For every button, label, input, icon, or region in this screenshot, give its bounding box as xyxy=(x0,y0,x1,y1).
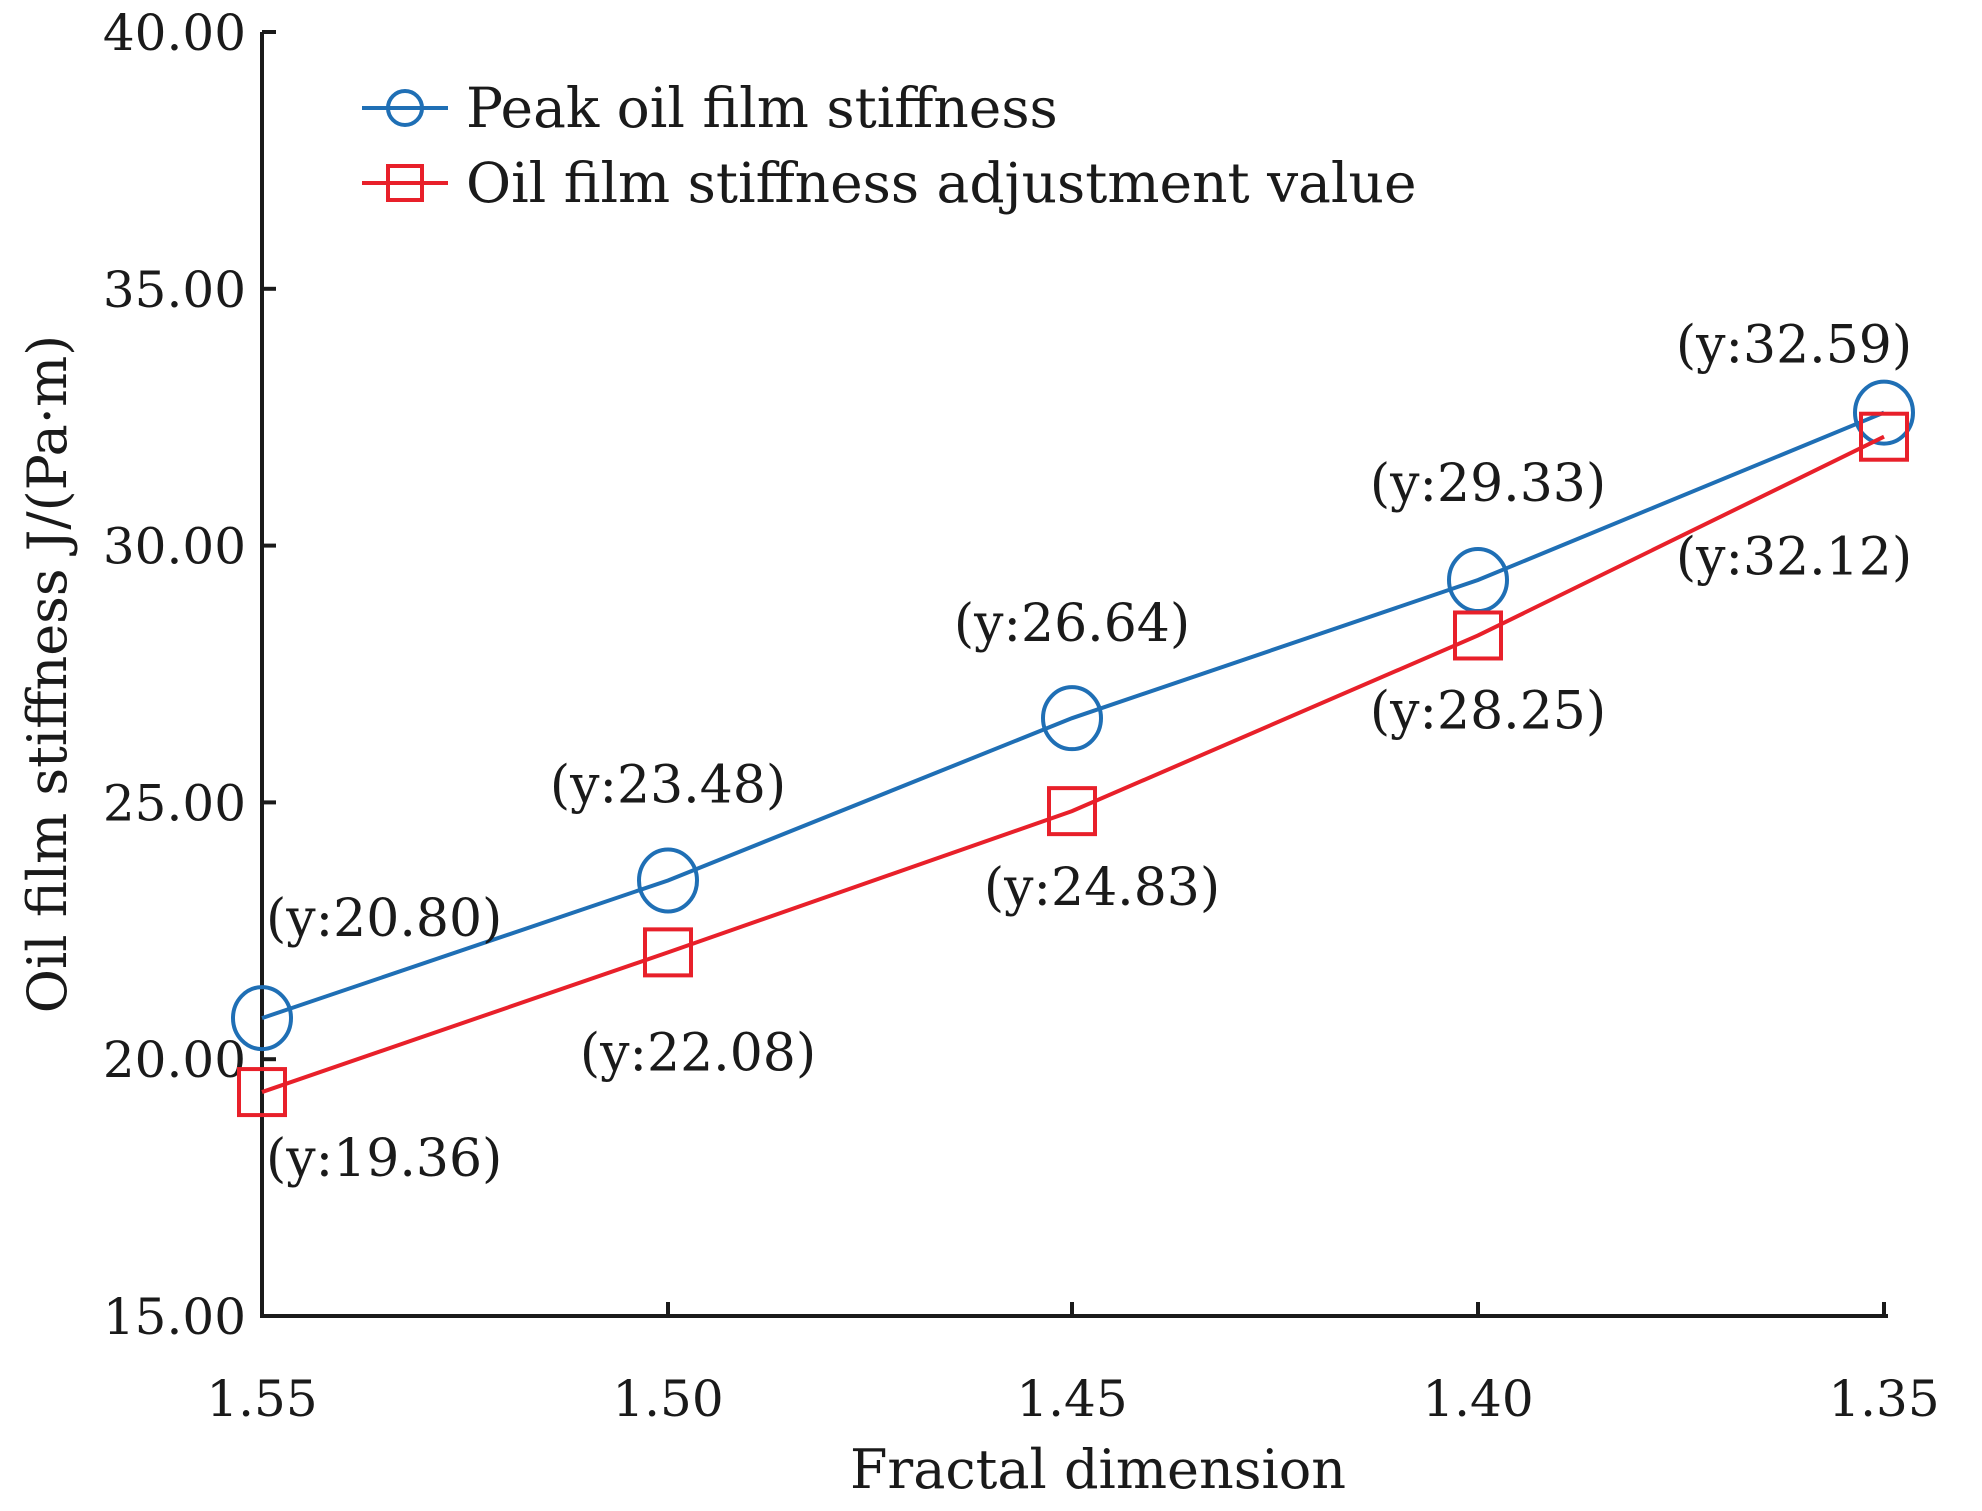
data-point-square xyxy=(1453,610,1503,661)
data-label: (y:32.12) xyxy=(1676,528,1912,588)
data-label: (y:19.36) xyxy=(266,1129,502,1189)
data-point-circle xyxy=(637,847,699,914)
axes xyxy=(260,32,1888,1318)
data-point-square xyxy=(1047,786,1097,837)
series-layer xyxy=(231,379,1915,1118)
y-tick-label: 20.00 xyxy=(103,1031,246,1089)
legend-label-adjustment: Oil film stiffness adjustment value xyxy=(466,151,1417,215)
data-label: (y:26.64) xyxy=(954,594,1190,654)
legend: Peak oil film stiffness Oil film stiffne… xyxy=(362,76,1417,215)
data-point-square xyxy=(237,1067,287,1118)
legend-label-peak: Peak oil film stiffness xyxy=(466,76,1058,140)
data-point-square xyxy=(1859,411,1909,462)
legend-marker-square-icon xyxy=(386,164,424,202)
series-line-adjustment xyxy=(261,434,1885,1094)
data-label: (y:20.80) xyxy=(266,889,502,949)
data-label: (y:28.25) xyxy=(1370,681,1606,741)
x-tick-label: 1.40 xyxy=(1422,1370,1533,1428)
data-point-circle xyxy=(231,985,293,1052)
y-ticks: 15.00 20.00 25.00 30.00 35.00 40.00 xyxy=(103,4,276,1346)
y-tick-label: 15.00 xyxy=(103,1288,246,1346)
x-tick-label: 1.35 xyxy=(1828,1370,1939,1428)
data-label: (y:23.48) xyxy=(550,755,786,815)
y-axis-title: Oil film stiffness J/(Pa·m) xyxy=(16,335,79,1013)
data-label: (y:24.83) xyxy=(984,858,1220,918)
data-labels: (y:20.80) (y:23.48) (y:26.64) (y:29.33) (y:3… xyxy=(266,316,1912,1189)
legend-marker-circle-icon xyxy=(386,89,424,127)
data-point-circle xyxy=(1853,379,1915,446)
y-tick-label: 40.00 xyxy=(103,4,246,62)
x-tick-label: 1.55 xyxy=(206,1370,317,1428)
y-tick-label: 25.00 xyxy=(103,774,246,832)
data-point-circle xyxy=(1041,685,1103,752)
data-point-square xyxy=(643,927,693,978)
data-label: (y:22.08) xyxy=(580,1023,816,1083)
y-tick-label: 30.00 xyxy=(103,518,246,576)
series-line-peak xyxy=(261,410,1885,1021)
x-ticks: 1.55 1.50 1.45 1.40 1.35 xyxy=(206,1302,1940,1428)
y-tick-label: 35.00 xyxy=(103,261,246,319)
data-label: (y:32.59) xyxy=(1676,316,1912,376)
data-label: (y:29.33) xyxy=(1370,454,1606,514)
x-tick-label: 1.50 xyxy=(612,1370,723,1428)
x-axis-title: Fractal dimension xyxy=(850,1438,1346,1501)
x-tick-label: 1.45 xyxy=(1016,1370,1127,1428)
